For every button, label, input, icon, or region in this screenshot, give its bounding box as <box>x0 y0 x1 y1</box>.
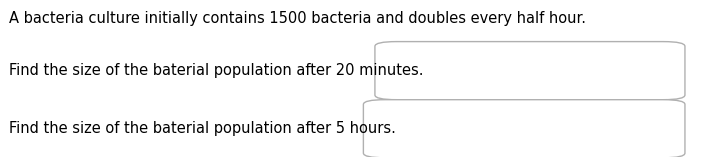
Text: Find the size of the baterial population after 5 hours.: Find the size of the baterial population… <box>9 121 396 136</box>
FancyBboxPatch shape <box>375 42 685 100</box>
Text: Find the size of the baterial population after 20 minutes.: Find the size of the baterial population… <box>9 63 423 78</box>
Text: A bacteria culture initially contains 1500 bacteria and doubles every half hour.: A bacteria culture initially contains 15… <box>9 11 585 26</box>
FancyBboxPatch shape <box>363 100 685 157</box>
